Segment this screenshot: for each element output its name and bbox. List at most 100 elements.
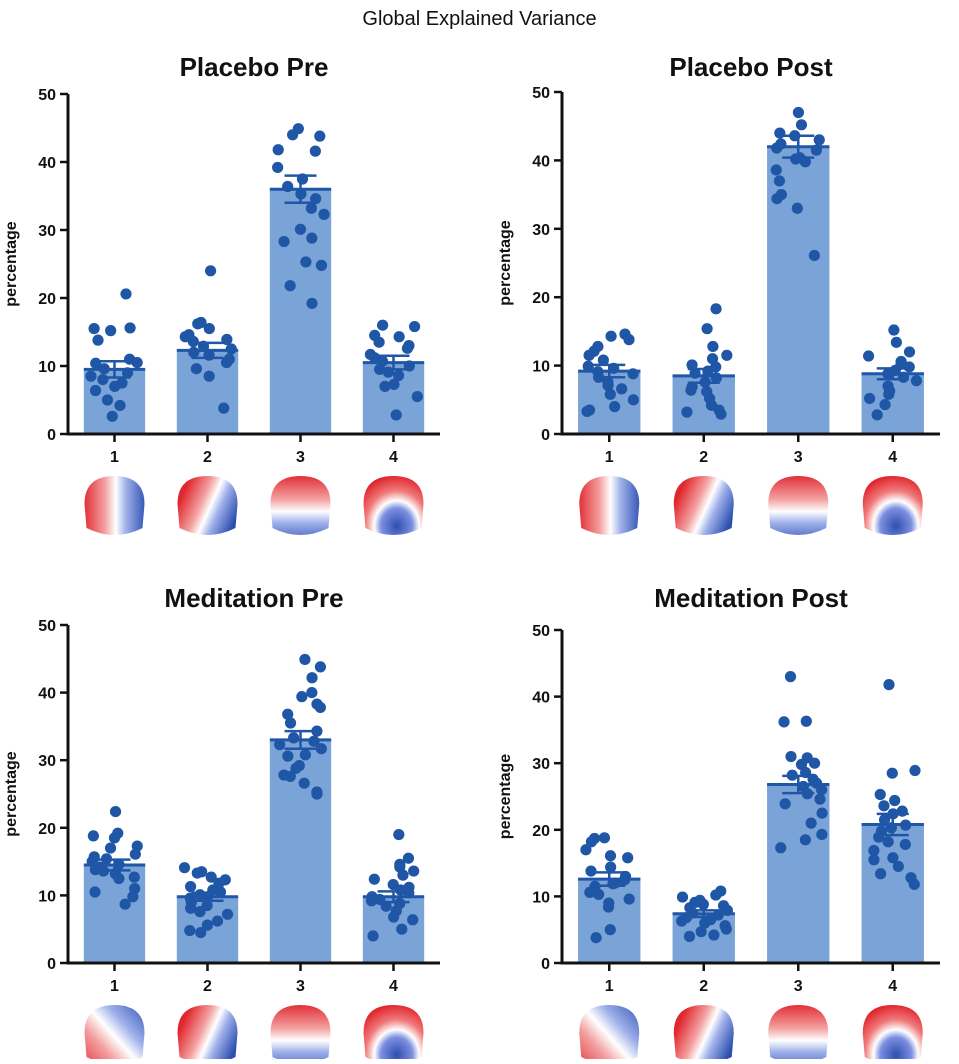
point-placebo-pre-2-3 xyxy=(203,323,215,335)
point-meditation-post-1-13 xyxy=(584,886,596,899)
point-meditation-pre-4-18 xyxy=(407,914,419,926)
point-placebo-post-4-13 xyxy=(883,388,895,400)
x-tick-label-meditation-post-1: 1 xyxy=(605,978,614,995)
point-placebo-pre-3-18 xyxy=(306,297,318,310)
point-placebo-pre-4-0 xyxy=(377,319,389,331)
point-meditation-pre-4-20 xyxy=(367,930,379,942)
point-placebo-pre-1-14 xyxy=(89,384,102,397)
point-meditation-pre-4-0 xyxy=(393,828,405,841)
y-tick-label-placebo-pre-40: 40 xyxy=(38,155,56,172)
point-placebo-pre-2-16 xyxy=(218,402,230,414)
point-placebo-pre-2-15 xyxy=(203,370,215,382)
chart-placebo-pre: Placebo Pre percentage 0 10 20 30 40 50 1 2 3 4 xyxy=(3,52,440,535)
y-axis-label-meditation-post: percentage xyxy=(497,754,514,839)
point-meditation-pre-1-20 xyxy=(119,898,131,910)
y-tick-label-meditation-pre-0: 0 xyxy=(47,956,56,973)
error-bar-meditation-pre-4 xyxy=(362,890,425,904)
point-placebo-pre-1-7 xyxy=(131,357,143,369)
x-tick-label-meditation-post-3: 3 xyxy=(794,978,803,995)
y-tick-label-placebo-pre-0: 0 xyxy=(47,427,56,444)
topomap-meditation-post-2 xyxy=(673,1005,734,1064)
point-placebo-pre-3-11 xyxy=(318,208,330,220)
x-tick-label-meditation-pre-4: 4 xyxy=(389,978,398,995)
point-meditation-post-2-19 xyxy=(683,930,696,942)
y-tick-label-placebo-pre-50: 50 xyxy=(38,87,56,104)
point-placebo-pre-3-9 xyxy=(310,193,322,205)
point-placebo-pre-3-2 xyxy=(314,130,326,142)
point-placebo-pre-1-0 xyxy=(120,288,132,300)
point-placebo-pre-3-14 xyxy=(278,235,290,248)
panel-placebo-post: Placebo Post percentage 0 10 20 30 40 50 1 2 3 4 xyxy=(480,40,959,540)
point-meditation-post-4-0 xyxy=(883,679,895,691)
point-placebo-pre-3-17 xyxy=(284,280,296,292)
point-meditation-post-2-18 xyxy=(708,929,720,941)
point-placebo-post-1-16 xyxy=(627,394,639,406)
point-placebo-post-4-3 xyxy=(862,350,875,362)
point-meditation-post-3-3 xyxy=(785,750,797,763)
point-meditation-post-4-14 xyxy=(899,838,911,851)
y-tick-label-meditation-pre-10: 10 xyxy=(38,888,56,905)
point-placebo-post-2-1 xyxy=(701,323,713,335)
point-placebo-pre-4-17 xyxy=(390,409,402,421)
topomap-placebo-post-2 xyxy=(673,476,734,535)
x-tick-label-meditation-post-4: 4 xyxy=(888,978,897,995)
error-bar-placebo-post-2 xyxy=(672,367,735,384)
point-meditation-post-3-19 xyxy=(799,834,811,846)
point-placebo-pre-2-13 xyxy=(220,357,233,369)
point-meditation-post-4-8 xyxy=(878,814,891,826)
point-placebo-pre-1-1 xyxy=(88,323,100,335)
point-meditation-pre-3-7 xyxy=(282,708,294,720)
error-bar-placebo-pre-2 xyxy=(176,341,239,360)
point-placebo-pre-3-16 xyxy=(315,259,328,271)
point-meditation-pre-1-5 xyxy=(104,842,117,854)
point-meditation-pre-2-6 xyxy=(185,881,197,893)
point-meditation-post-1-0 xyxy=(598,832,611,844)
error-bar-meditation-pre-3 xyxy=(269,729,332,750)
point-meditation-pre-3-12 xyxy=(274,739,286,751)
point-meditation-pre-4-15 xyxy=(380,900,392,912)
point-meditation-pre-3-19 xyxy=(284,770,296,783)
point-meditation-post-3-14 xyxy=(814,793,826,805)
point-meditation-post-4-17 xyxy=(868,854,880,866)
point-meditation-post-1-17 xyxy=(602,901,615,913)
point-meditation-pre-2-2 xyxy=(191,867,203,879)
point-meditation-post-4-18 xyxy=(892,860,904,873)
chart-meditation-post: Meditation Post percentage 0 10 20 30 40 50 1 2 3 4 xyxy=(497,583,940,1064)
point-placebo-pre-1-3 xyxy=(124,322,136,334)
figure-title: Global Explained Variance xyxy=(362,8,597,30)
point-meditation-post-4-16 xyxy=(887,852,899,864)
point-meditation-pre-4-19 xyxy=(396,923,408,935)
point-placebo-pre-2-14 xyxy=(190,363,202,375)
point-meditation-pre-3-17 xyxy=(290,762,302,774)
point-meditation-post-2-17 xyxy=(695,926,707,938)
point-placebo-post-4-2 xyxy=(903,346,916,358)
point-meditation-pre-3-8 xyxy=(284,717,297,729)
point-meditation-post-1-2 xyxy=(585,836,598,848)
point-placebo-pre-3-5 xyxy=(272,161,284,174)
topomap-meditation-post-3 xyxy=(768,1005,829,1064)
point-placebo-pre-2-6 xyxy=(221,333,233,346)
x-tick-label-placebo-post-1: 1 xyxy=(605,449,614,466)
point-meditation-pre-1-18 xyxy=(89,886,101,898)
error-bar-meditation-post-3 xyxy=(767,774,830,795)
point-placebo-post-1-17 xyxy=(609,401,621,413)
point-placebo-pre-2-10 xyxy=(188,346,200,358)
point-meditation-post-4-13 xyxy=(882,836,894,848)
point-placebo-post-3-0 xyxy=(792,106,805,119)
topomap-meditation-pre-1 xyxy=(84,1005,145,1064)
point-placebo-pre-1-10 xyxy=(85,370,97,382)
x-tick-label-placebo-pre-4: 4 xyxy=(389,449,398,466)
point-meditation-post-3-2 xyxy=(778,716,790,728)
point-placebo-post-1-14 xyxy=(616,383,628,395)
y-axis-label-meditation-pre: percentage xyxy=(3,751,20,836)
point-meditation-pre-2-20 xyxy=(195,926,207,939)
point-placebo-post-3-11 xyxy=(770,164,782,176)
bar-placebo-post-3 xyxy=(767,146,830,434)
point-placebo-pre-3-3 xyxy=(272,144,284,156)
point-placebo-post-3-12 xyxy=(773,175,786,187)
point-meditation-post-3-5 xyxy=(808,757,821,769)
point-meditation-post-3-15 xyxy=(779,798,791,810)
point-placebo-post-3-4 xyxy=(813,134,825,146)
point-meditation-pre-3-13 xyxy=(315,743,327,755)
point-placebo-pre-1-13 xyxy=(109,380,121,392)
